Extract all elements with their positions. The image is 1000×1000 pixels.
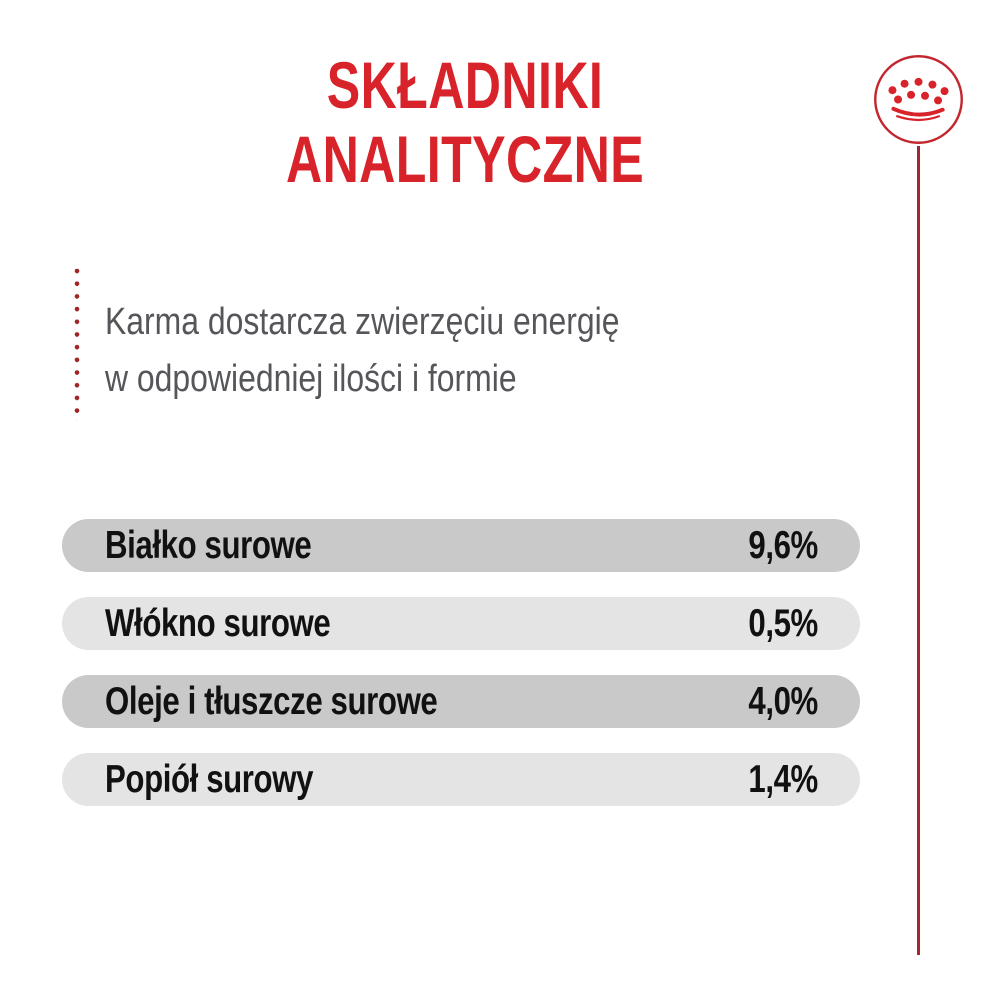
table-row: Włókno surowe 0,5% bbox=[62, 597, 860, 650]
intro-text-line1: Karma dostarcza zwierzęciu energię bbox=[105, 301, 620, 343]
royal-canin-crown-icon bbox=[872, 53, 965, 146]
nutrient-label: Oleje i tłuszcze surowe bbox=[105, 679, 438, 723]
intro-text: Karma dostarcza zwierzęciu energię w odp… bbox=[105, 294, 805, 408]
intro-text-line2: w odpowiedniej ilości i formie bbox=[105, 358, 517, 400]
nutrient-value: 1,4% bbox=[748, 757, 818, 801]
nutrient-value: 9,6% bbox=[748, 523, 818, 567]
nutrient-value: 4,0% bbox=[748, 679, 818, 723]
dotted-accent-line bbox=[74, 268, 80, 421]
vertical-accent-line bbox=[917, 146, 920, 955]
table-row: Białko surowe 9,6% bbox=[62, 519, 860, 572]
page-title-line2: ANALITYCZNE bbox=[285, 122, 645, 196]
table-row: Oleje i tłuszcze surowe 4,0% bbox=[62, 675, 860, 728]
table-row: Popiół surowy 1,4% bbox=[62, 753, 860, 806]
page-title: SKŁADNIKI ANALITYCZNE bbox=[0, 48, 930, 196]
nutrient-label: Białko surowe bbox=[105, 523, 312, 567]
page-title-line1: SKŁADNIKI bbox=[326, 48, 604, 122]
nutrient-label: Włókno surowe bbox=[105, 601, 331, 645]
nutrient-table: Białko surowe 9,6% Włókno surowe 0,5% Ol… bbox=[62, 519, 860, 831]
nutrient-value: 0,5% bbox=[748, 601, 818, 645]
nutrient-label: Popiół surowy bbox=[105, 757, 314, 801]
